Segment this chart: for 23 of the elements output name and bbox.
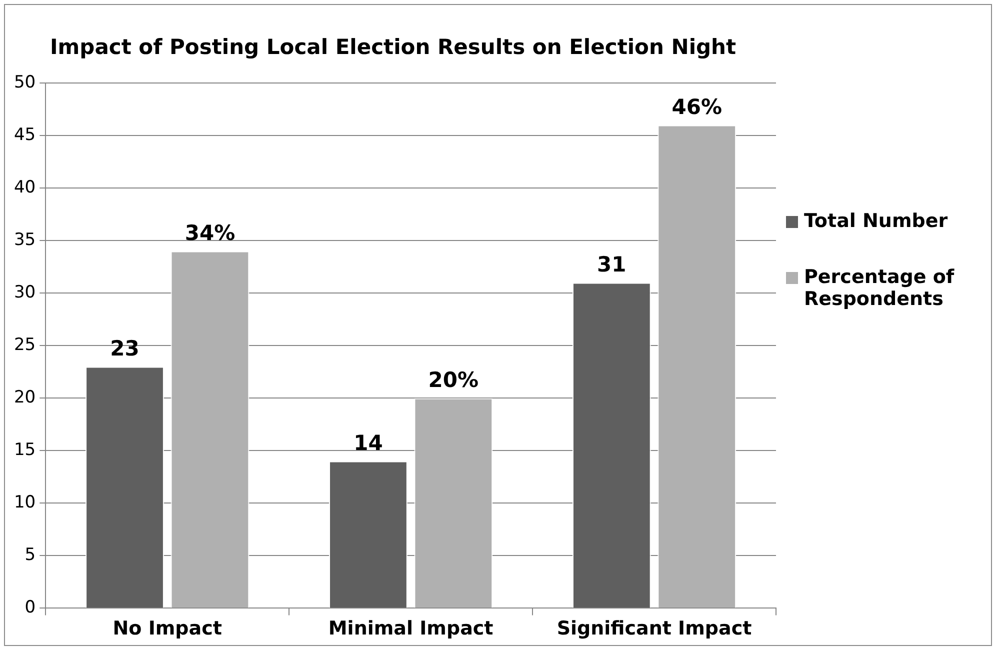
y-tick-label: 45	[14, 125, 36, 146]
y-tick-label: 10	[14, 492, 36, 513]
data-label: 14	[354, 431, 383, 456]
data-label: 20%	[428, 368, 479, 392]
legend-label: Total Number	[804, 210, 948, 232]
y-tick-label: 0	[24, 598, 36, 618]
data-label: 46%	[672, 95, 722, 120]
chart-title: Impact of Posting Local Election Results on Election Night	[50, 35, 736, 60]
x-tick-label: Minimal Impact	[328, 618, 494, 640]
data-label: 34%	[184, 221, 236, 246]
y-tick-label: 50	[14, 72, 36, 93]
x-tick-label: No Impact	[112, 618, 222, 640]
x-tick-label: Significant Impact	[556, 618, 752, 640]
y-tick-label: 20	[14, 388, 36, 408]
data-label: 31	[597, 252, 626, 277]
y-tick-label: 15	[14, 440, 36, 460]
y-tick-label: 40	[14, 178, 36, 198]
data-label: 23	[110, 336, 140, 361]
legend-label: Percentage of Respondents	[804, 266, 956, 310]
y-tick-label: 30	[14, 282, 36, 303]
y-tick-label: 35	[14, 230, 36, 250]
y-tick-label: 5	[24, 545, 36, 566]
y-tick-label: 25	[14, 335, 36, 356]
